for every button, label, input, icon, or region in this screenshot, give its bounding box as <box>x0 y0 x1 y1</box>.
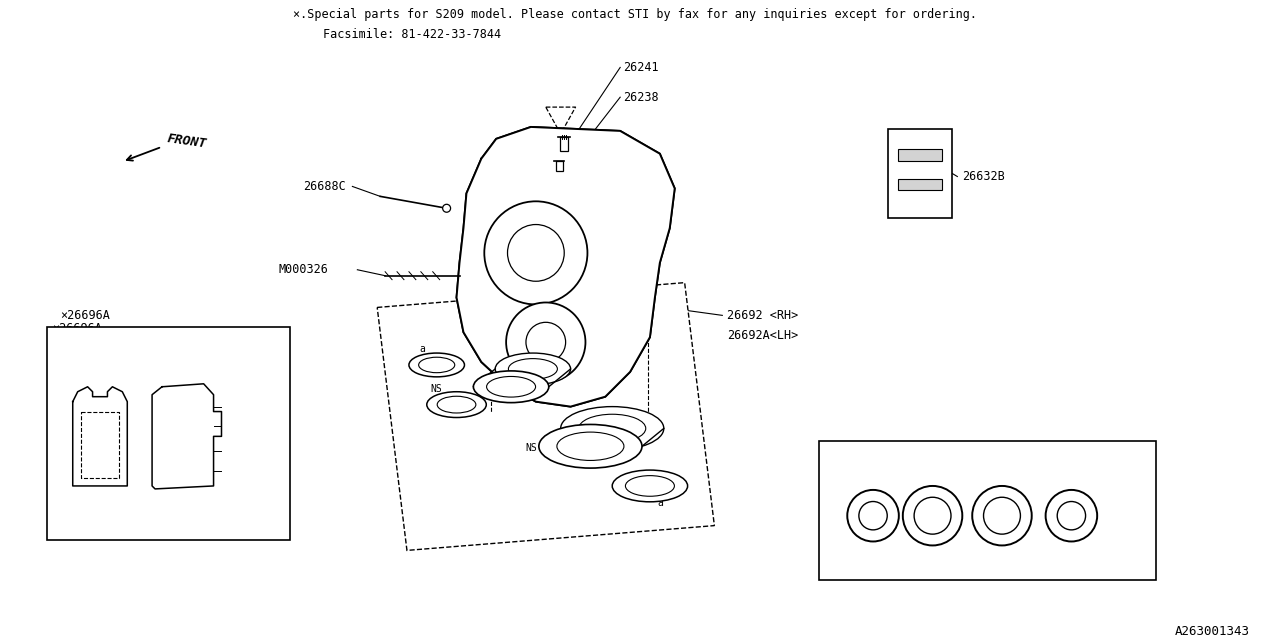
Text: ×.Special parts for S209 model. Please contact STI by fax for any inquiries exce: ×.Special parts for S209 model. Please c… <box>293 8 977 21</box>
Ellipse shape <box>626 476 675 496</box>
Text: 26632B: 26632B <box>963 170 1005 183</box>
Text: NS: NS <box>525 444 536 453</box>
Text: 26692A<LH>: 26692A<LH> <box>727 329 799 342</box>
Bar <box>897 179 942 191</box>
Bar <box>818 442 1156 580</box>
Ellipse shape <box>983 497 1020 534</box>
Ellipse shape <box>438 396 476 413</box>
Text: b: b <box>508 359 515 369</box>
Ellipse shape <box>408 353 465 377</box>
Text: b: b <box>998 448 1005 458</box>
Text: 26688C: 26688C <box>303 180 346 193</box>
Ellipse shape <box>902 486 963 545</box>
Ellipse shape <box>561 406 664 451</box>
Text: ×26696A: ×26696A <box>52 323 102 335</box>
Text: 26697: 26697 <box>878 440 914 452</box>
Bar <box>556 161 563 171</box>
Ellipse shape <box>508 358 557 380</box>
Text: Facsimile: 81-422-33-7844: Facsimile: 81-422-33-7844 <box>323 28 500 41</box>
Text: a: a <box>419 344 425 354</box>
Text: NS: NS <box>431 384 443 394</box>
Ellipse shape <box>612 470 687 502</box>
Ellipse shape <box>973 486 1032 545</box>
Ellipse shape <box>914 497 951 534</box>
Text: a: a <box>657 498 663 508</box>
Text: 26692 <RH>: 26692 <RH> <box>727 309 799 322</box>
Text: FRONT: FRONT <box>166 132 207 150</box>
Text: b: b <box>588 413 594 424</box>
Ellipse shape <box>426 392 486 417</box>
Polygon shape <box>457 127 675 406</box>
Bar <box>888 129 952 218</box>
Text: M000326: M000326 <box>278 263 328 276</box>
Bar <box>897 148 942 161</box>
Ellipse shape <box>419 357 454 372</box>
Ellipse shape <box>579 414 645 443</box>
Circle shape <box>506 303 585 382</box>
Text: a: a <box>1069 448 1074 458</box>
Circle shape <box>484 202 588 305</box>
Text: ×26696A: ×26696A <box>60 309 110 322</box>
Ellipse shape <box>1046 490 1097 541</box>
Text: 26238: 26238 <box>623 91 659 104</box>
Ellipse shape <box>859 502 887 530</box>
Text: 26241: 26241 <box>623 61 659 74</box>
Ellipse shape <box>474 371 549 403</box>
Ellipse shape <box>539 424 643 468</box>
Ellipse shape <box>847 490 899 541</box>
Circle shape <box>443 204 451 212</box>
Text: b: b <box>929 448 936 458</box>
Text: A263001343: A263001343 <box>1175 625 1249 638</box>
Bar <box>47 327 291 541</box>
Bar <box>559 137 567 151</box>
Ellipse shape <box>495 353 571 385</box>
Polygon shape <box>378 283 714 550</box>
Ellipse shape <box>1057 502 1085 530</box>
Text: a: a <box>870 448 877 458</box>
